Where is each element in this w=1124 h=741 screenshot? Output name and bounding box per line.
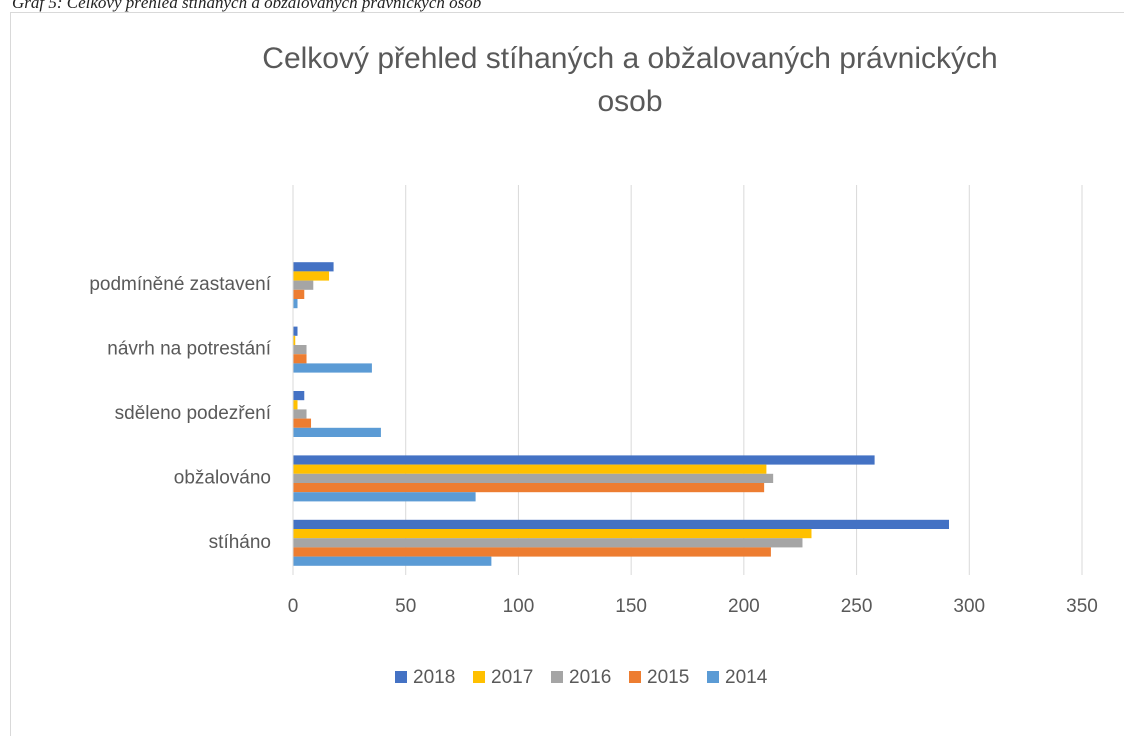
x-tick-label: 350 (1066, 596, 1098, 617)
x-tick-label: 100 (503, 596, 535, 617)
bar (293, 327, 298, 336)
bar (293, 529, 811, 538)
title-line: osob (597, 85, 662, 118)
bar (293, 400, 298, 409)
bar (293, 281, 313, 290)
x-tick-label: 250 (841, 596, 873, 617)
bar (293, 465, 766, 474)
bar (293, 391, 304, 400)
legend-label: 2014 (725, 667, 768, 688)
legend-swatch (473, 671, 485, 683)
legend-swatch (707, 671, 719, 683)
chart-title: Celkový přehled stíhaných a obžalovaných… (262, 42, 997, 118)
bar (293, 557, 491, 566)
bar (293, 262, 334, 271)
x-tick-label: 150 (615, 596, 647, 617)
legend-swatch (629, 671, 641, 683)
bar (293, 428, 381, 437)
chart-border (11, 13, 1124, 737)
bar (293, 520, 949, 529)
bar (293, 290, 304, 299)
y-tick-label: návrh na potrestání (107, 339, 271, 360)
y-tick-label: obžalováno (174, 467, 271, 488)
bar (293, 345, 307, 354)
bar (293, 474, 773, 483)
bar (293, 354, 307, 363)
bar (293, 538, 802, 547)
caption: Graf 5: Celkový přehled stíhaných a obža… (12, 0, 481, 12)
legend-label: 2017 (491, 667, 533, 688)
y-tick-label: sděleno podezření (115, 403, 272, 424)
bar (293, 299, 298, 308)
legend-swatch (395, 671, 407, 683)
bar (293, 547, 771, 556)
bar (293, 455, 875, 464)
legend-label: 2015 (647, 667, 689, 688)
bar (293, 492, 476, 501)
legend-label: 2018 (413, 667, 455, 688)
x-tick-label: 50 (395, 596, 416, 617)
bar (293, 409, 307, 418)
legend-swatch (551, 671, 563, 683)
legend-label: 2016 (569, 667, 611, 688)
x-tick-label: 0 (288, 596, 299, 617)
bar (293, 271, 329, 280)
bar (293, 363, 372, 372)
x-tick-label: 300 (953, 596, 985, 617)
y-tick-label: stíháno (209, 532, 271, 553)
y-tick-label: podmíněné zastavení (89, 274, 271, 295)
bar (293, 483, 764, 492)
x-tick-label: 200 (728, 596, 760, 617)
bar (293, 419, 311, 428)
title-line: Celkový přehled stíhaných a obžalovaných… (262, 42, 997, 75)
